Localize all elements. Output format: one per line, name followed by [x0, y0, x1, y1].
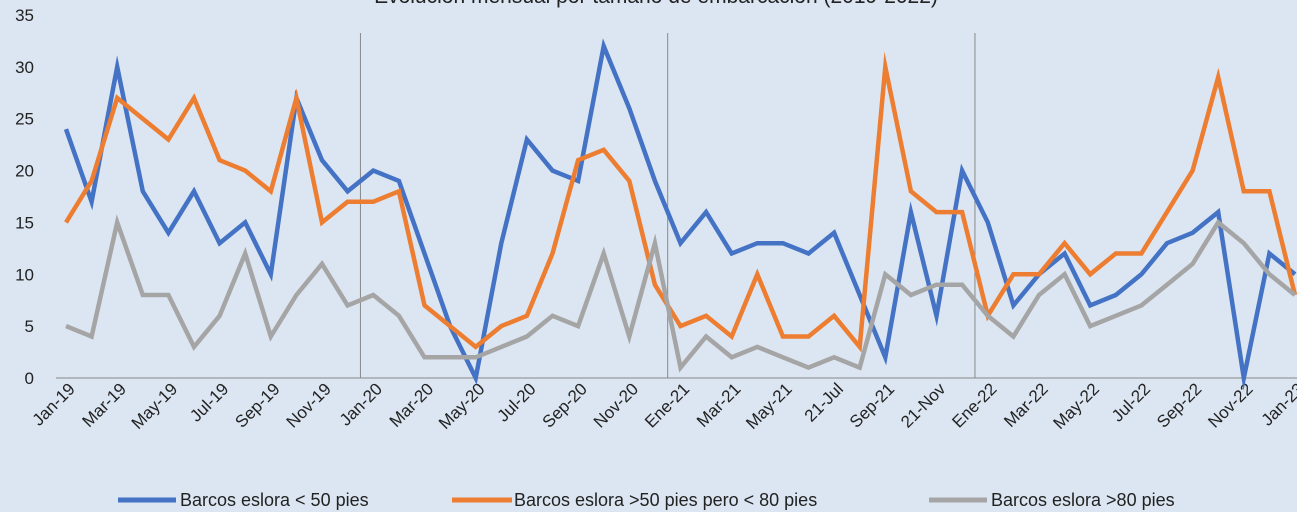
x-tick-label: Jan-23 [1258, 379, 1297, 429]
y-tick-label: 25 [15, 110, 34, 129]
y-tick-label: 20 [15, 162, 34, 181]
y-tick-label: 35 [15, 6, 34, 25]
x-tick-label: 21-Jul [801, 379, 847, 425]
x-tick-label: May-21 [742, 379, 796, 433]
year-dividers [359, 33, 976, 378]
x-tick-label: Sep-22 [1153, 379, 1205, 431]
y-tick-label: 30 [15, 58, 34, 77]
x-tick-label: May-22 [1049, 379, 1103, 433]
legend-label-3: Barcos eslora >80 pies [991, 490, 1175, 510]
x-tick-label: Mar-21 [693, 379, 745, 431]
chart-title: Evolución mensual por tamaño de embarcac… [374, 0, 938, 8]
legend-label-1: Barcos eslora < 50 pies [180, 490, 369, 510]
x-tick-label: May-20 [435, 379, 489, 433]
x-tick-label: 21-Nov [897, 379, 950, 432]
x-tick-label: Jul-20 [494, 379, 540, 425]
x-tick-label: Nov-22 [1204, 379, 1256, 431]
x-tick-label: Ene-22 [948, 379, 1000, 431]
series-line-3 [65, 214, 1297, 373]
x-tick-label: May-19 [128, 379, 182, 433]
x-tick-label: Sep-19 [231, 379, 283, 431]
x-tick-label: Jan-19 [29, 379, 79, 429]
x-tick-label: Nov-19 [283, 379, 335, 431]
legend-label-2: Barcos eslora >50 pies pero < 80 pies [514, 490, 817, 510]
x-tick-label: Nov-20 [590, 379, 642, 431]
x-tick-label: Mar-20 [386, 379, 438, 431]
series-layer [63, 38, 1297, 391]
x-tick-label: Sep-21 [846, 379, 898, 431]
x-tick-label: Jan-20 [336, 379, 386, 429]
x-tick-label: Mar-19 [79, 379, 131, 431]
y-tick-label: 0 [25, 369, 34, 388]
y-axis: 0 5 10 15 20 25 30 35 [15, 6, 34, 388]
series-line-1 [63, 38, 1297, 391]
x-tick-label: Jul-19 [186, 379, 232, 425]
x-tick-label: Ene-21 [641, 379, 693, 431]
x-tick-label: Jul-22 [1108, 379, 1154, 425]
series-line-2 [64, 51, 1297, 353]
x-tick-label: Sep-20 [539, 379, 591, 431]
y-tick-label: 15 [15, 213, 34, 232]
legend: Barcos eslora < 50 pies Barcos eslora >50… [118, 490, 1175, 510]
y-tick-label: 5 [25, 317, 34, 336]
y-tick-label: 10 [15, 265, 34, 284]
x-tick-label: Mar-22 [1000, 379, 1052, 431]
